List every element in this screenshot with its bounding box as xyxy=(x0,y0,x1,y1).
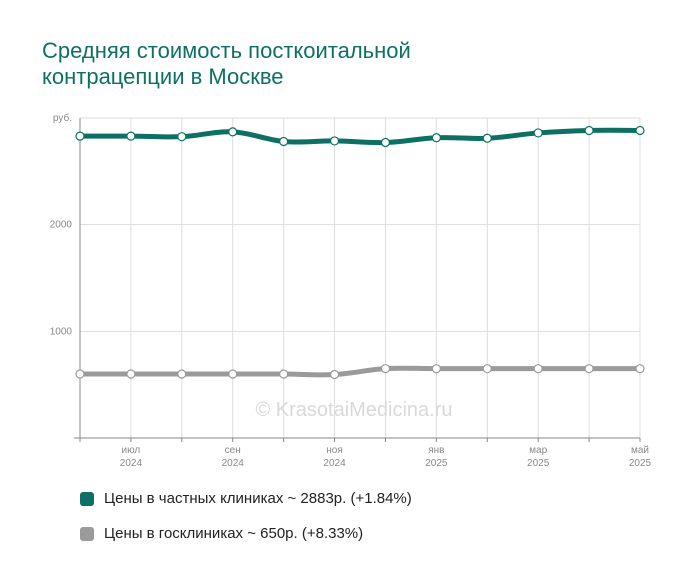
data-point-public xyxy=(635,364,645,374)
x-tick-label-month: сен xyxy=(225,445,241,456)
x-tick-label-year: 2025 xyxy=(629,458,652,469)
line-chart: 1000 2000 руб. июл 2024 сен 2024 ноя 2024 янв 2025… xyxy=(50,112,652,469)
data-point-private xyxy=(431,133,441,143)
data-point-public xyxy=(177,369,187,379)
y-tick-label: 1000 xyxy=(50,326,73,337)
chart-title-line-1: Средняя стоимость посткоитальной xyxy=(42,38,411,63)
y-tick-label: руб. xyxy=(53,112,72,124)
legend-label-private: Цены в частных клиниках ~ 2883р. (+1.84%… xyxy=(104,490,412,507)
data-point-private xyxy=(482,133,492,143)
data-point-public xyxy=(228,369,238,379)
x-tick-label-year: 2024 xyxy=(120,458,143,469)
data-point-public xyxy=(126,369,136,379)
data-point-public xyxy=(329,369,340,380)
legend-swatch-private xyxy=(80,491,94,506)
data-point-public xyxy=(482,364,492,374)
data-point-private xyxy=(584,125,594,136)
data-point-public xyxy=(431,364,441,374)
data-point-public xyxy=(380,364,391,374)
series-layer xyxy=(75,125,645,380)
axis-layer: 1000 2000 руб. июл 2024 сен 2024 ноя 2024 янв 2025… xyxy=(50,112,652,469)
data-point-private xyxy=(177,132,187,142)
series-line-public xyxy=(77,365,643,378)
chart-title-line-2: контрацепции в Москве xyxy=(42,64,284,89)
data-point-public xyxy=(279,369,289,379)
x-tick-label-year: 2025 xyxy=(425,458,448,469)
data-point-public xyxy=(75,369,85,379)
x-tick-label-month: май xyxy=(631,445,649,456)
chart-title: Средняя стоимость посткоитальной контрац… xyxy=(42,38,642,90)
data-point-private xyxy=(228,127,238,137)
data-point-private xyxy=(329,136,340,146)
legend-item-public[interactable]: Цены в госклиниках ~ 650р. (+8.33%) xyxy=(80,525,363,542)
data-point-private xyxy=(126,131,136,141)
x-tick-label-month: ноя xyxy=(326,445,343,456)
x-tick-label-year: 2024 xyxy=(323,458,346,469)
x-tick-label-month: июл xyxy=(122,445,141,456)
data-point-private xyxy=(635,125,645,136)
x-tick-label-year: 2025 xyxy=(527,458,550,469)
data-point-private xyxy=(533,128,543,138)
legend-label-public: Цены в госклиниках ~ 650р. (+8.33%) xyxy=(104,525,364,542)
legend-item-private[interactable]: Цены в частных клиниках ~ 2883р. (+1.84%… xyxy=(80,490,412,507)
data-point-private xyxy=(380,137,391,148)
x-tick-label-month: мар xyxy=(529,445,547,456)
data-point-public xyxy=(584,364,594,374)
data-point-public xyxy=(533,364,543,374)
data-point-private xyxy=(279,136,289,147)
x-tick-label-month: янв xyxy=(428,445,444,456)
legend-swatch-public xyxy=(80,526,94,541)
series-line-private xyxy=(77,127,643,146)
watermark: © KrasotaiMedicina.ru xyxy=(255,399,452,421)
grid-layer xyxy=(79,117,641,438)
x-tick-label-year: 2024 xyxy=(222,458,245,469)
data-point-private xyxy=(75,131,85,141)
y-tick-label: 2000 xyxy=(50,220,73,231)
